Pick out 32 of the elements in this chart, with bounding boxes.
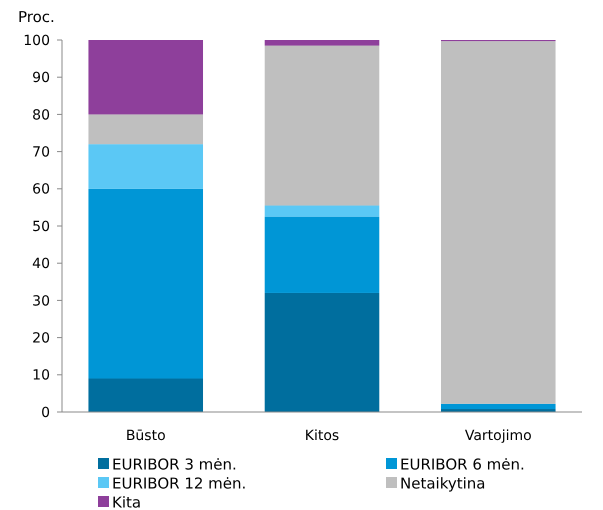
y-tick-label: 0 bbox=[41, 404, 50, 421]
y-tick-label: 50 bbox=[32, 218, 50, 235]
bar bbox=[264, 40, 380, 46]
bar bbox=[264, 206, 380, 217]
bar bbox=[88, 114, 204, 144]
y-tick-label: 30 bbox=[32, 293, 50, 310]
x-tick-label: Kitos bbox=[304, 428, 340, 444]
legend-label: EURIBOR 6 mėn. bbox=[400, 455, 525, 474]
y-tick-label: 90 bbox=[32, 70, 50, 86]
legend-label: Netaikytina bbox=[400, 474, 486, 492]
y-tick-label: 60 bbox=[32, 182, 50, 198]
bar bbox=[88, 40, 204, 114]
bar bbox=[440, 404, 556, 410]
bar bbox=[88, 188, 204, 379]
y-tick-label: 10 bbox=[32, 368, 50, 384]
y-axis-title: Proc. bbox=[18, 8, 55, 26]
y-tick-label: 100 bbox=[23, 32, 50, 49]
y-tick-label: 70 bbox=[32, 144, 50, 160]
bar bbox=[264, 292, 380, 412]
x-tick-label: Būsto bbox=[126, 428, 166, 444]
bar bbox=[88, 378, 204, 412]
legend-label: Kita bbox=[112, 493, 142, 510]
y-tick-label: 80 bbox=[32, 107, 50, 124]
bar bbox=[264, 46, 380, 206]
x-tick-label: Vartojimo bbox=[464, 428, 532, 444]
bar bbox=[440, 41, 556, 404]
bar bbox=[264, 216, 380, 293]
bar bbox=[88, 144, 204, 189]
y-tick-label: 20 bbox=[32, 330, 50, 346]
legend-label: EURIBOR 3 mėn. bbox=[112, 455, 237, 474]
legend-label: EURIBOR 12 mėn. bbox=[112, 474, 246, 492]
y-tick-label: 40 bbox=[32, 256, 50, 272]
